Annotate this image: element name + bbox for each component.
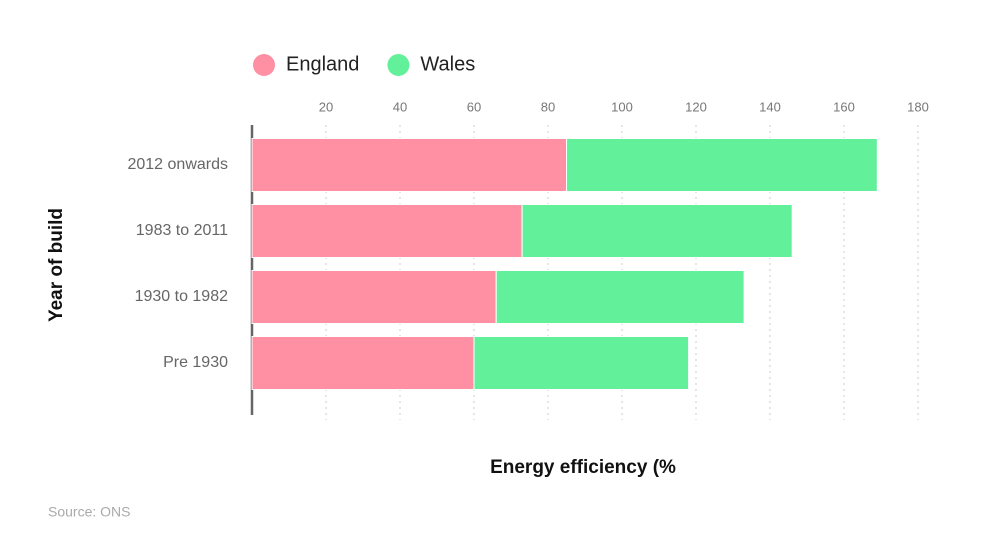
x-tick-label: 60 xyxy=(467,99,481,114)
x-tick-label: 40 xyxy=(393,99,407,114)
x-tick-label: 100 xyxy=(611,99,633,114)
y-tick-label: 1930 to 1982 xyxy=(135,288,229,305)
y-tick-label: Pre 1930 xyxy=(163,354,228,371)
x-tick-label: 120 xyxy=(685,99,707,114)
y-tick-label: 2012 onwards xyxy=(127,156,228,173)
bar-segment xyxy=(495,270,745,324)
y-axis-title: Year of build xyxy=(46,208,67,322)
x-tick-label: 160 xyxy=(833,99,855,114)
x-tick-label: 80 xyxy=(541,99,555,114)
source: Source: ONS xyxy=(48,504,130,520)
legend-swatch xyxy=(253,54,275,76)
legend-swatch xyxy=(387,54,410,76)
legend-label: England xyxy=(286,53,359,75)
bar-segment xyxy=(251,138,567,192)
bar-segment xyxy=(521,204,793,258)
bar-segment xyxy=(473,336,690,390)
y-tick-label: 1983 to 2011 xyxy=(136,222,228,239)
bar-segment xyxy=(566,138,878,192)
bar-segment xyxy=(251,270,497,324)
bar-segment xyxy=(251,336,475,390)
x-axis-title: Energy efficiency (% xyxy=(490,457,676,478)
x-tick-label: 20 xyxy=(319,99,333,114)
bar-segment xyxy=(251,204,523,258)
x-tick-label: 140 xyxy=(759,99,781,114)
x-tick-label: 180 xyxy=(907,99,929,114)
legend-label: Wales xyxy=(420,53,475,75)
